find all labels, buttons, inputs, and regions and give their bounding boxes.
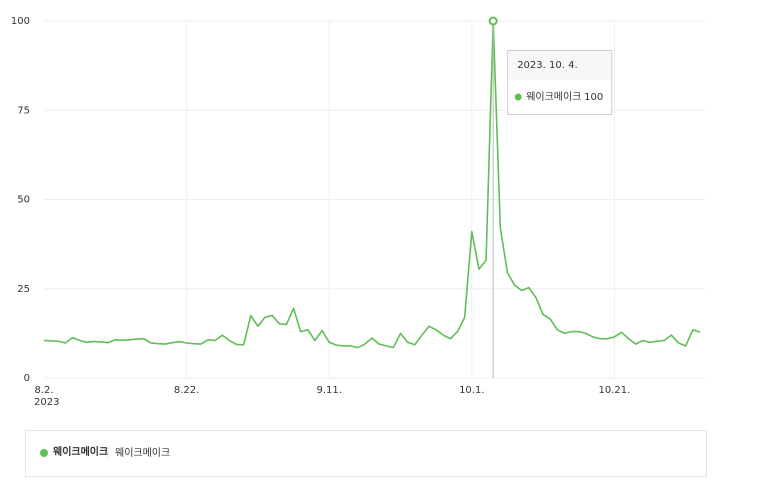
- tooltip-date: 2023. 10. 4.: [517, 60, 577, 71]
- legend-keyword: 웨이크메이크: [115, 447, 170, 459]
- y-tick-label: 50: [17, 195, 30, 206]
- x-tick-label: 10.21.: [598, 385, 630, 396]
- y-tick-label: 0: [24, 373, 30, 384]
- legend-box: [25, 430, 707, 477]
- y-tick-label: 25: [17, 284, 30, 295]
- x-tick-label: 8.2.: [34, 385, 53, 396]
- y-tick-label: 75: [17, 105, 30, 116]
- data-line: [43, 20, 701, 349]
- tooltip-series: 웨이크메이크: [526, 91, 581, 103]
- tooltip-value: 100: [584, 92, 603, 103]
- legend-label: 웨이크메이크: [53, 445, 108, 458]
- x-tick-label: 10.1.: [459, 385, 484, 396]
- x-tick-label: 8.22.: [174, 385, 199, 396]
- y-tick-label: 100: [11, 16, 30, 27]
- x-year-label: 2023: [34, 397, 59, 408]
- legend-dot: [40, 449, 48, 457]
- tooltip-header: [508, 51, 612, 80]
- x-tick-label: 9.11.: [316, 385, 341, 396]
- tooltip-dot: [514, 93, 522, 101]
- hover-point: [488, 16, 498, 26]
